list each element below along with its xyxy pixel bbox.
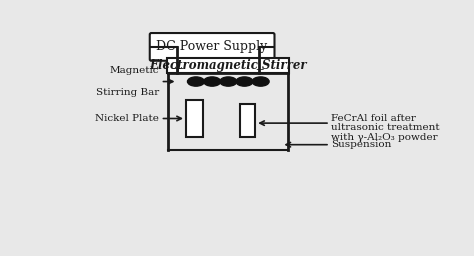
Text: Electromagnetic Stirrer: Electromagnetic Stirrer xyxy=(149,59,307,72)
Text: DC Power Supply: DC Power Supply xyxy=(156,40,268,54)
Ellipse shape xyxy=(204,77,220,86)
Bar xyxy=(240,104,255,137)
Ellipse shape xyxy=(236,77,253,86)
Text: Magnetic: Magnetic xyxy=(109,66,159,75)
Ellipse shape xyxy=(252,77,269,86)
Text: ultrasonic treatment: ultrasonic treatment xyxy=(331,123,440,132)
FancyBboxPatch shape xyxy=(150,33,274,61)
Text: Nickel Plate: Nickel Plate xyxy=(95,114,159,123)
Text: FeCrAl foil after: FeCrAl foil after xyxy=(331,114,416,123)
Ellipse shape xyxy=(220,77,237,86)
Text: Stirring Bar: Stirring Bar xyxy=(96,88,159,97)
Bar xyxy=(167,58,289,73)
Text: with γ-Al₂O₃ powder: with γ-Al₂O₃ powder xyxy=(331,133,438,142)
Ellipse shape xyxy=(188,77,204,86)
Text: –: – xyxy=(255,61,263,79)
Bar xyxy=(186,100,203,137)
Text: Suspension: Suspension xyxy=(331,140,392,149)
Text: +: + xyxy=(171,61,184,79)
